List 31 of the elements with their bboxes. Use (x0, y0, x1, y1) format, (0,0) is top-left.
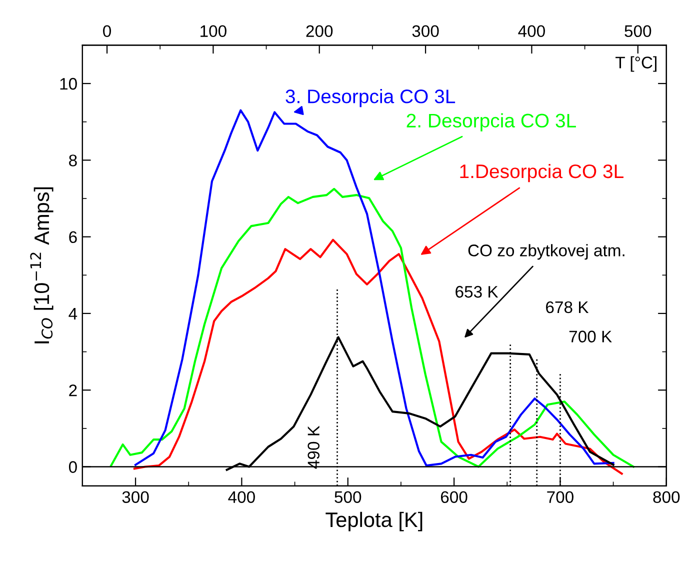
annotation: CO zo zbytkovej atm. (468, 244, 624, 260)
ref-line-label: 700 K (569, 330, 612, 342)
x2-tick-label: 400 (518, 25, 545, 38)
y-tick-label: 4 (68, 308, 78, 320)
annotation: 2. Desorpcia CO 3L (406, 113, 576, 132)
x-tick-label: 500 (334, 491, 362, 504)
y-tick-label: 2 (69, 384, 77, 396)
y-tick-label: 0 (68, 461, 77, 473)
x-axis-title: Teplota [K] (326, 512, 422, 532)
annotation: 3. Desorpcia CO 3L (286, 89, 456, 108)
x2-tick-label: 100 (200, 25, 226, 38)
annotation: 1.Desorpcia CO 3L (460, 164, 624, 182)
x-tick-label: 800 (653, 491, 680, 504)
x2-tick-label: 200 (306, 25, 333, 38)
line-series (133, 238, 623, 475)
ref-line-label: 490 K (308, 426, 320, 469)
x2-tick-label: 0 (103, 25, 111, 38)
line-series (110, 188, 635, 468)
x2-tick-label: 500 (624, 25, 652, 38)
x-tick-label: 300 (122, 491, 149, 504)
x2-axis-title: T [°C] (616, 56, 656, 72)
x-tick-label: 700 (547, 491, 574, 504)
ref-line-label: 653 K (456, 286, 498, 298)
y-tick-label: 10 (60, 78, 77, 90)
y-axis-title: I$_{CO}$ [10$^{−12}$ Amps] (30, 187, 54, 344)
x-tick-label: 400 (228, 491, 255, 504)
y-tick-label: 8 (69, 154, 77, 166)
ref-line-label: 678 K (546, 301, 589, 314)
x-tick-label: 600 (440, 491, 468, 504)
x2-tick-label: 300 (412, 25, 439, 38)
y-tick-label: 6 (69, 231, 77, 244)
